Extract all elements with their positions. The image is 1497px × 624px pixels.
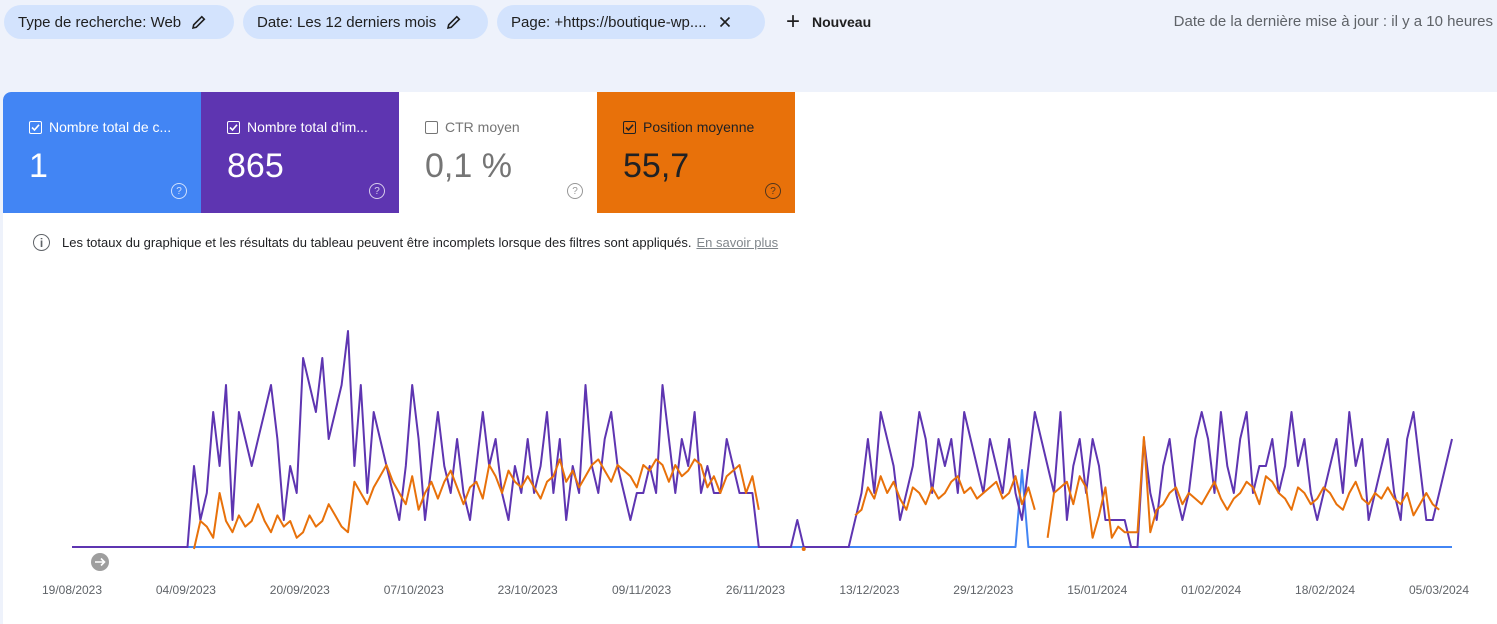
search-type-filter-chip[interactable]: Type de recherche: Web bbox=[4, 5, 234, 39]
info-icon: i bbox=[33, 234, 50, 251]
x-tick-label: 05/03/2024 bbox=[1409, 583, 1469, 597]
date-filter-chip[interactable]: Date: Les 12 derniers mois bbox=[243, 5, 488, 39]
performance-panel: Nombre total de c... 1 ? Nombre total d'… bbox=[3, 92, 1497, 624]
checkbox-checked-icon[interactable] bbox=[623, 120, 636, 134]
help-icon[interactable]: ? bbox=[369, 183, 385, 199]
chart-point bbox=[801, 547, 806, 551]
checkbox-unchecked-icon[interactable] bbox=[425, 120, 438, 134]
chart-line bbox=[854, 475, 1036, 517]
x-tick-label: 13/12/2023 bbox=[839, 583, 899, 597]
new-filter-label: Nouveau bbox=[812, 14, 872, 30]
date-filter-label: Date: Les 12 derniers mois bbox=[257, 13, 437, 31]
x-tick-label: 23/10/2023 bbox=[498, 583, 558, 597]
x-tick-label: 09/11/2023 bbox=[612, 583, 671, 597]
help-icon[interactable]: ? bbox=[567, 183, 583, 199]
search-type-filter-label: Type de recherche: Web bbox=[18, 13, 182, 31]
metric-value: 1 bbox=[29, 147, 48, 185]
metric-card-ctr[interactable]: CTR moyen 0,1 % ? bbox=[399, 92, 597, 213]
page-filter-label: Page: +https://boutique-wp.... bbox=[511, 13, 707, 31]
x-tick-label: 18/02/2024 bbox=[1295, 583, 1355, 597]
page-filter-chip[interactable]: Page: +https://boutique-wp.... bbox=[497, 5, 765, 39]
metric-label: CTR moyen bbox=[445, 119, 520, 135]
new-filter-button[interactable]: + Nouveau bbox=[786, 8, 871, 36]
metric-card-clicks[interactable]: Nombre total de c... 1 ? bbox=[3, 92, 201, 213]
help-icon[interactable]: ? bbox=[171, 183, 187, 199]
metric-card-impressions[interactable]: Nombre total d'im... 865 ? bbox=[201, 92, 399, 213]
x-tick-label: 01/02/2024 bbox=[1181, 583, 1241, 597]
metric-label: Position moyenne bbox=[643, 119, 755, 135]
checkbox-checked-icon[interactable] bbox=[29, 120, 42, 134]
plus-icon: + bbox=[786, 8, 801, 35]
metric-label: Nombre total d'im... bbox=[247, 119, 368, 135]
chart-line bbox=[72, 330, 1453, 548]
x-tick-label: 20/09/2023 bbox=[270, 583, 330, 597]
x-tick-label: 26/11/2023 bbox=[726, 583, 785, 597]
metric-value: 865 bbox=[227, 147, 284, 185]
chart-line bbox=[72, 469, 1452, 548]
close-icon[interactable] bbox=[717, 14, 733, 30]
x-tick-label: 07/10/2023 bbox=[384, 583, 444, 597]
metric-value: 0,1 % bbox=[425, 147, 512, 185]
edit-pencil-icon[interactable] bbox=[446, 14, 462, 30]
help-icon[interactable]: ? bbox=[765, 183, 781, 199]
metric-label: Nombre total de c... bbox=[49, 119, 172, 135]
filter-notice: i Les totaux du graphique et les résulta… bbox=[33, 234, 778, 251]
notice-text: Les totaux du graphique et les résultats… bbox=[62, 235, 692, 250]
chart-line bbox=[193, 458, 760, 550]
performance-chart: 19/08/2023 04/09/2023 20/09/2023 07/10/2023… bbox=[42, 330, 1469, 597]
annotation-arrow-icon[interactable] bbox=[91, 553, 109, 571]
x-tick-label: 04/09/2023 bbox=[156, 583, 216, 597]
x-tick-label: 15/01/2024 bbox=[1067, 583, 1127, 597]
learn-more-link[interactable]: En savoir plus bbox=[696, 235, 779, 250]
edit-pencil-icon[interactable] bbox=[191, 14, 207, 30]
checkbox-checked-icon[interactable] bbox=[227, 120, 240, 134]
chart-series bbox=[72, 469, 1452, 548]
last-update-text: Date de la dernière mise à jour : il y a… bbox=[1173, 13, 1493, 30]
chart-line bbox=[1046, 436, 1440, 539]
chart-series bbox=[72, 330, 1453, 548]
filter-bar: Type de recherche: Web Date: Les 12 dern… bbox=[0, 0, 1497, 44]
x-tick-label: 19/08/2023 bbox=[42, 583, 102, 597]
x-tick-label: 29/12/2023 bbox=[953, 583, 1013, 597]
metric-value: 55,7 bbox=[623, 147, 690, 185]
chart-series bbox=[193, 436, 1440, 551]
metric-card-position[interactable]: Position moyenne 55,7 ? bbox=[597, 92, 795, 213]
